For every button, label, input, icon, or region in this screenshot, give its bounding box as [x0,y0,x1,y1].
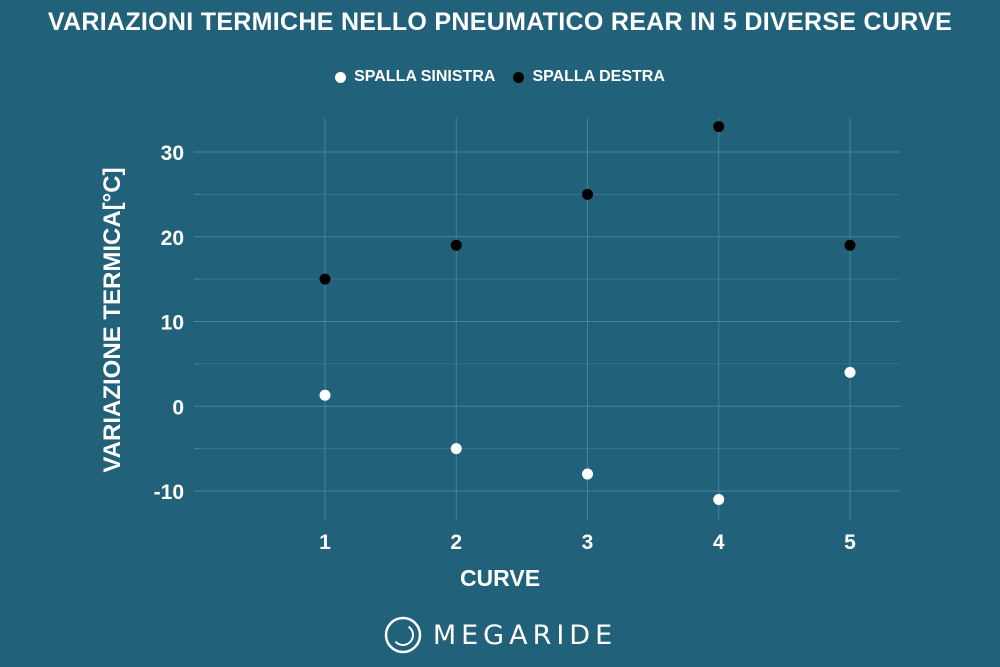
x-axis-label: CURVE [459,565,541,591]
legend-item-spalla-destra: SPALLA DESTRA [513,68,665,86]
legend-label-spalla-sinistra: SPALLA SINISTRA [354,68,496,85]
x-tick-label: 3 [582,531,594,554]
y-tick-label: -10 [154,481,184,504]
megaride-ring-icon [384,616,422,654]
y-tick-label: 0 [172,396,184,419]
x-tick-label: 2 [450,531,462,554]
y-tick-label: 30 [161,142,184,165]
data-point-spalla-destra [844,239,856,251]
chart-legend: SPALLA SINISTRA SPALLA DESTRA [0,68,1000,86]
y-axis-label: VARIAZIONE TERMICA[°C] [99,167,126,473]
data-point-spalla-sinistra [713,493,725,505]
legend-marker-spalla-destra [513,71,525,83]
x-tick-label: 1 [319,531,331,554]
chart-title: VARIAZIONI TERMICHE NELLO PNEUMATICO REA… [47,8,953,36]
x-tick-label: 5 [844,531,856,554]
logo-text: MEGARIDE [432,619,618,651]
legend-label-spalla-destra: SPALLA DESTRA [532,68,665,85]
data-point-spalla-destra [713,121,725,133]
data-point-spalla-destra [450,239,462,251]
data-point-spalla-sinistra [319,389,331,401]
data-point-spalla-destra [319,273,331,285]
legend-item-spalla-sinistra: SPALLA SINISTRA [335,68,495,86]
data-point-spalla-sinistra [450,443,462,455]
legend-marker-spalla-sinistra [335,71,347,83]
x-tick-label: 4 [713,531,725,554]
megaride-logo: MEGARIDE [0,615,1000,655]
data-point-spalla-destra [582,188,593,200]
data-point-spalla-sinistra [844,366,856,378]
y-tick-label: 10 [161,312,184,335]
y-tick-label: 20 [161,227,184,250]
data-point-spalla-sinistra [582,468,593,480]
